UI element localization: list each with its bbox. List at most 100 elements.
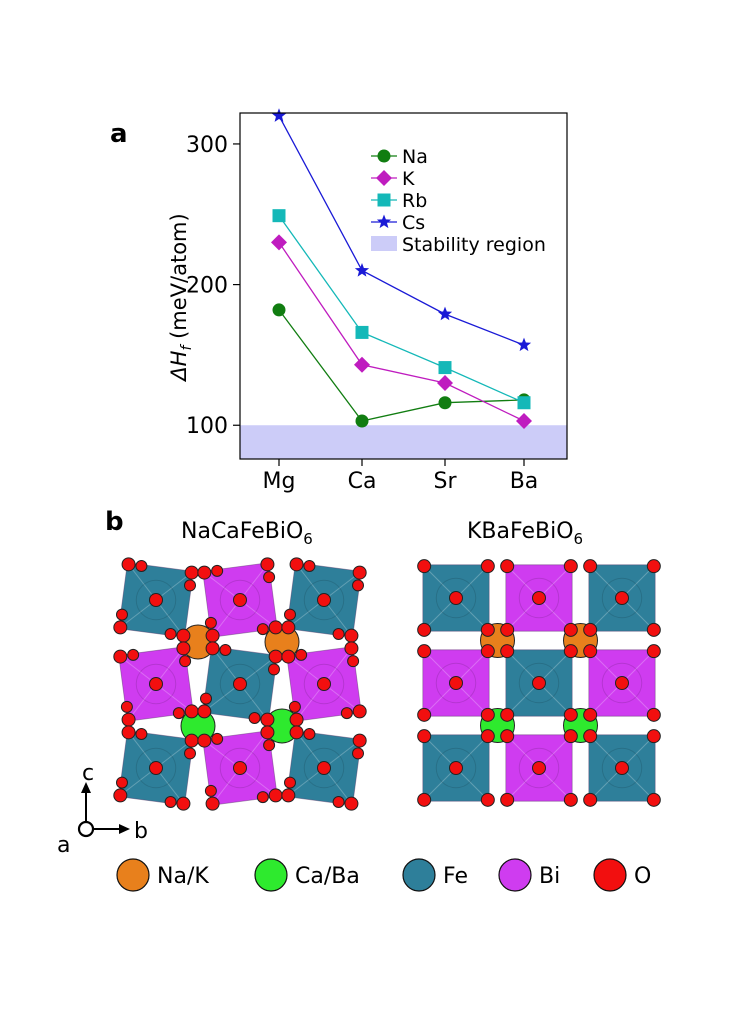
o-atom xyxy=(256,623,269,636)
c-axis-label: c xyxy=(82,761,94,786)
fe-octahedron-center xyxy=(601,747,643,789)
o-atom xyxy=(197,704,212,719)
o-atom xyxy=(197,733,212,748)
o-atom xyxy=(480,644,495,659)
fe-octahedron-center xyxy=(135,747,177,789)
o-atom xyxy=(480,792,495,807)
o-atom xyxy=(500,707,515,722)
o-atom xyxy=(480,729,495,744)
point-na-mg xyxy=(272,303,286,317)
o-atom xyxy=(113,788,128,803)
o-atom xyxy=(149,593,163,607)
o-atom xyxy=(176,641,191,656)
o-atom xyxy=(164,628,177,641)
left-structure-title: NaCaFeBiO6 xyxy=(181,519,313,548)
o-atom xyxy=(615,591,629,605)
o-atom xyxy=(149,761,163,775)
fe-octahedron-center xyxy=(435,747,477,789)
o-atom xyxy=(205,641,220,656)
point-cs-mg xyxy=(271,108,287,122)
point-k-ca xyxy=(354,356,370,373)
b-arrow-head xyxy=(119,824,130,834)
o-atom xyxy=(211,732,224,745)
o-atom xyxy=(176,796,191,811)
o-atom xyxy=(615,676,629,690)
o-atom xyxy=(289,557,304,572)
point-cs-ca xyxy=(354,263,370,277)
legend-label-stability: Stability region xyxy=(402,234,546,256)
series-lines xyxy=(278,115,525,422)
o-atom xyxy=(204,784,217,797)
o-atom xyxy=(268,620,283,635)
o-atom xyxy=(115,776,128,789)
legend-marker-cs xyxy=(376,214,392,229)
x-tick-label-ba: Ba xyxy=(510,469,539,494)
o-atom xyxy=(480,707,495,722)
legend-marker-na xyxy=(377,149,391,163)
o-atom xyxy=(268,649,283,664)
o-atom xyxy=(233,677,247,691)
nacafebio6-structure xyxy=(113,557,367,811)
o-atom xyxy=(646,792,661,807)
o-atom xyxy=(646,707,661,722)
o-atom xyxy=(352,565,367,580)
o-atom xyxy=(120,700,133,713)
o-atom xyxy=(449,761,463,775)
o-atom xyxy=(260,557,275,572)
legend-label-na: Na xyxy=(402,146,428,168)
o-atom xyxy=(480,622,495,637)
fe-octahedron-center xyxy=(219,663,261,705)
o-atom xyxy=(532,761,546,775)
point-cs-ba xyxy=(516,337,532,352)
o-atom xyxy=(263,571,276,584)
legend-swatch-stability xyxy=(371,236,397,251)
legend-na-k-swatch xyxy=(116,858,150,892)
o-atom xyxy=(115,608,128,621)
o-atom xyxy=(646,622,661,637)
o-atom xyxy=(281,620,296,635)
legend-fe-swatch xyxy=(402,858,436,892)
o-atom xyxy=(121,557,136,572)
o-atom xyxy=(260,712,275,727)
a-axis-label: a xyxy=(57,833,70,858)
fe-octahedron-center xyxy=(135,579,177,621)
series-line-k xyxy=(278,242,525,422)
o-atom xyxy=(500,559,515,574)
o-atom xyxy=(176,628,191,643)
o-atom xyxy=(113,620,128,635)
o-atom xyxy=(121,725,136,740)
o-atom xyxy=(352,579,365,592)
o-atom xyxy=(260,725,275,740)
o-atom xyxy=(352,733,367,748)
o-atom xyxy=(113,649,128,664)
o-atom xyxy=(121,712,136,727)
legend-marker-rb xyxy=(377,193,391,207)
point-na-sr xyxy=(438,396,452,410)
legend-bi-label: Bi xyxy=(539,864,560,889)
legend-label-k: K xyxy=(402,168,415,190)
legend-ca-ba-label: Ca/Ba xyxy=(295,864,360,889)
series-markers xyxy=(271,108,532,430)
y-tick-label: 300 xyxy=(186,133,228,158)
o-atom xyxy=(563,622,578,637)
o-atom xyxy=(303,559,316,572)
point-rb-sr xyxy=(438,361,452,375)
o-atom xyxy=(281,788,296,803)
o-atom xyxy=(135,559,148,572)
o-atom xyxy=(135,727,148,740)
o-atom xyxy=(233,761,247,775)
o-atom xyxy=(268,788,283,803)
bi-octahedron-center xyxy=(219,579,261,621)
o-atom xyxy=(332,628,345,641)
point-rb-ca xyxy=(355,325,369,339)
point-k-sr xyxy=(437,375,453,392)
o-atom xyxy=(219,643,232,656)
o-atom xyxy=(149,677,163,691)
o-atom xyxy=(268,663,281,676)
formation-enthalpy-chart: 100 200 300 Mg Ca Sr Ba ΔHf (meV/atom) NaKRbC… xyxy=(167,108,568,494)
o-atom xyxy=(347,655,360,668)
o-atom xyxy=(646,644,661,659)
o-atom xyxy=(583,644,598,659)
